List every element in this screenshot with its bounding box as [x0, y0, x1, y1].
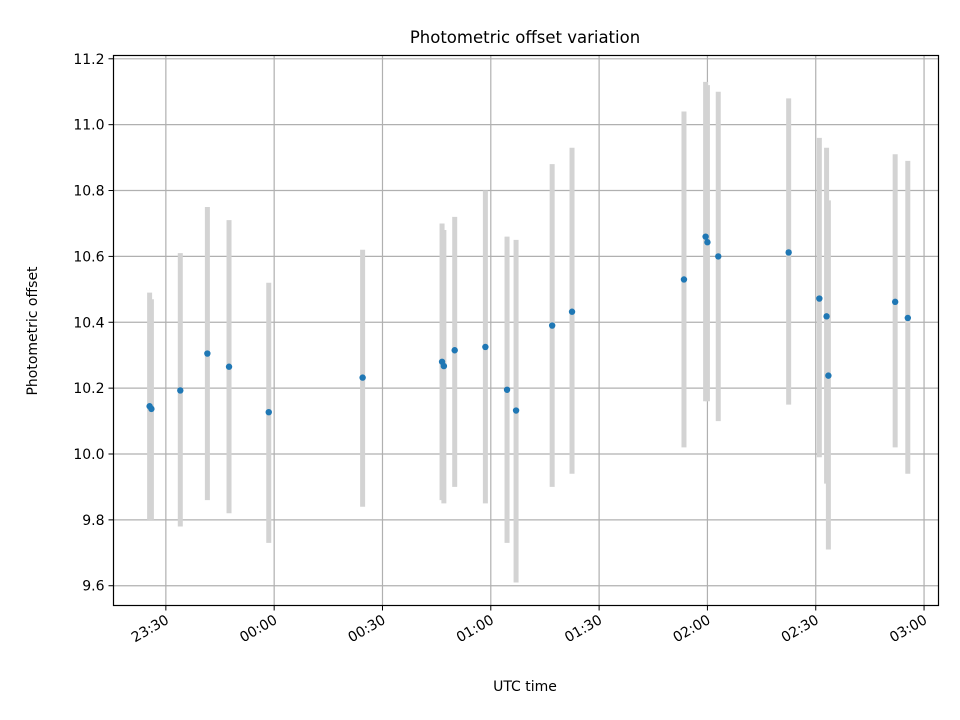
- data-point: [204, 350, 211, 357]
- data-point: [503, 386, 511, 393]
- chart-title: Photometric offset variation: [410, 28, 640, 47]
- x-axis-label: UTC time: [493, 679, 557, 695]
- data-point: [225, 363, 233, 370]
- data-point: [891, 298, 899, 306]
- y-axis-ticks: 9.6 9.8 10.0 10.2 10.4 10.6 10.8 11.0 11.2: [73, 52, 114, 595]
- data-point: [148, 405, 155, 413]
- data-point: [702, 233, 709, 240]
- data-point: [177, 387, 184, 394]
- y-tick-label: 11.0: [73, 118, 104, 134]
- data-point: [440, 362, 448, 370]
- y-tick-label: 9.8: [82, 513, 104, 529]
- y-axis-label: Photometric offset: [25, 266, 41, 396]
- data-point: [785, 249, 792, 256]
- y-tick-label: 10.6: [73, 249, 104, 265]
- data-point: [816, 295, 823, 302]
- data-point: [568, 308, 576, 315]
- data-point: [823, 313, 830, 320]
- data-point: [482, 343, 489, 351]
- data-point: [904, 314, 912, 322]
- y-tick-label: 9.6: [82, 579, 104, 595]
- y-tick-label: 10.4: [73, 315, 104, 331]
- data-point: [265, 408, 272, 416]
- data-point: [548, 322, 556, 329]
- data-points: [146, 233, 912, 416]
- data-point: [359, 374, 366, 381]
- data-point: [680, 276, 688, 283]
- y-tick-label: 10.0: [73, 447, 104, 463]
- data-point: [704, 239, 711, 246]
- data-point: [451, 347, 458, 354]
- y-tick-label: 10.8: [73, 184, 104, 200]
- data-point: [512, 407, 520, 414]
- y-tick-label: 10.2: [73, 381, 104, 397]
- plot-frame: [112, 54, 940, 607]
- data-point: [715, 253, 722, 260]
- y-tick-label: 11.2: [73, 52, 104, 68]
- grid-lines: [113, 55, 939, 606]
- data-point: [825, 372, 832, 379]
